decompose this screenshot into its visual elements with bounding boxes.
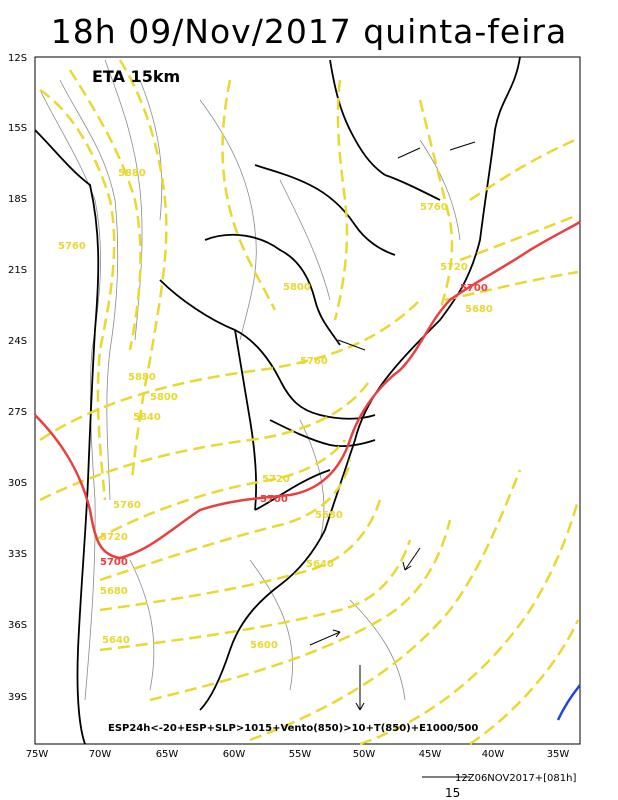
lat-label: 24S	[8, 336, 27, 347]
contour-label: 5700	[100, 557, 128, 568]
contour-label: 5720	[262, 474, 290, 485]
latitude-axis: 12S 15S 18S 21S 24S 27S 30S 33S 36S 39S	[8, 53, 27, 703]
lat-label: 15S	[8, 123, 27, 134]
contour-label: 5640	[102, 635, 130, 646]
contour-label: 5680	[100, 586, 128, 597]
contour-label: 5700	[460, 283, 488, 294]
contour-label: 5760	[300, 356, 328, 367]
contour-label: 5800	[283, 282, 311, 293]
lat-label: 30S	[8, 478, 27, 489]
contour-label: 5760	[420, 202, 448, 213]
geopotential-contours	[39, 59, 580, 746]
contour-label: 5760	[58, 241, 86, 252]
scale-value: 15	[445, 786, 461, 800]
lon-label: 40W	[482, 749, 505, 760]
lat-label: 21S	[8, 265, 27, 276]
red-contour-labels: 5700 5700 5700	[100, 283, 488, 568]
lat-label: 27S	[8, 407, 27, 418]
lon-label: 70W	[89, 749, 112, 760]
lat-label: 12S	[8, 53, 27, 64]
contour-label: 5680	[465, 304, 493, 315]
map-caption: ESP24h<-20+ESP+SLP>1015+Vento(850)>10+T(…	[108, 723, 478, 734]
contour-label: 5880	[128, 372, 156, 383]
lon-label: 35W	[547, 749, 570, 760]
contour-label: 5700	[260, 494, 288, 505]
contour-label: 5640	[306, 559, 334, 570]
lat-label: 33S	[8, 549, 27, 560]
contour-label: 5880	[118, 168, 146, 179]
lon-label: 60W	[223, 749, 246, 760]
lon-label: 65W	[156, 749, 179, 760]
political-borders	[34, 56, 521, 745]
lon-label: 50W	[353, 749, 376, 760]
contour-label: 5600	[250, 640, 278, 651]
lon-label: 55W	[289, 749, 312, 760]
longitude-axis: 75W 70W 65W 60W 55W 50W 45W 40W 35W	[26, 749, 570, 760]
blue-contour	[556, 684, 581, 721]
model-label: ETA 15km	[92, 67, 180, 86]
forecast-timestamp: 12Z06NOV2017+[081h]	[455, 773, 577, 784]
red-5700-contour	[34, 220, 581, 560]
contour-label: 5760	[113, 500, 141, 511]
wind-vectors	[309, 141, 476, 711]
contour-label: 5720	[100, 532, 128, 543]
lat-label: 39S	[8, 692, 27, 703]
contour-label: 5840	[133, 412, 161, 423]
lat-label: 18S	[8, 194, 27, 205]
lon-label: 45W	[419, 749, 442, 760]
contour-label: 5680	[315, 510, 343, 521]
map-title: 18h 09/Nov/2017 quinta-feira	[50, 12, 568, 51]
lon-label: 75W	[26, 749, 49, 760]
contour-label: 5720	[440, 262, 468, 273]
contour-label: 5800	[150, 392, 178, 403]
lat-label: 36S	[8, 620, 27, 631]
geopotential-labels: 5880 5760 5800 5760 5720 5680 5760 5880 …	[58, 168, 493, 651]
